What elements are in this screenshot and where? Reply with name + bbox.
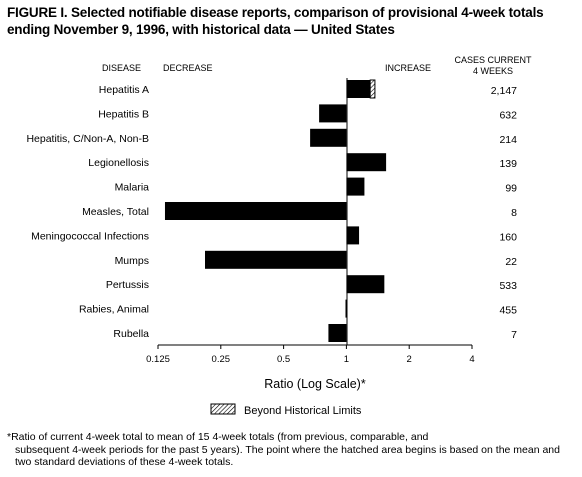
cases-value-pertussis: 533 [499, 280, 517, 292]
cases-value-malaria: 99 [505, 183, 517, 195]
header-cases-line2: 4 WEEKS [473, 66, 513, 76]
cases-value-measles-total: 8 [511, 207, 517, 219]
footnote: *Ratio of current 4-week total to mean o… [7, 431, 575, 469]
x-tick-label-1: 0.25 [212, 354, 231, 365]
header-decrease: DECREASE [163, 63, 213, 73]
bar-mumps [205, 250, 347, 269]
bar-meningococcal-infections [346, 226, 360, 245]
header-cases-line1: CASES CURRENT [454, 55, 532, 65]
category-label-legionellosis: Legionellosis [88, 157, 149, 169]
category-label-hepatitis-c-non-a-non-b: Hepatitis, C/Non-A, Non-B [26, 133, 149, 145]
x-tick-label-2: 0.5 [277, 354, 290, 365]
figure-title: FIGURE I. Selected notifiable disease re… [7, 5, 544, 37]
cases-value-hepatitis-c-non-a-non-b: 214 [499, 134, 517, 146]
category-label-meningococcal-infections: Meningococcal Infections [31, 230, 149, 242]
category-label-rubella: Rubella [113, 328, 149, 340]
x-tick-label-0: 0.125 [146, 354, 170, 365]
category-label-hepatitis-a: Hepatitis A [99, 84, 149, 96]
header-increase: INCREASE [385, 63, 431, 73]
bar-measles-total [164, 202, 347, 220]
x-axis-label: Ratio (Log Scale)* [264, 377, 366, 391]
legend-hatch-swatch [210, 403, 236, 415]
bar-hepatitis-a [346, 80, 371, 98]
footnote-rest: subsequent 4-week periods for the past 5… [15, 443, 560, 469]
category-label-hepatitis-b: Hepatitis B [98, 108, 149, 120]
cases-value-mumps: 22 [505, 256, 517, 268]
cases-value-legionellosis: 139 [499, 158, 517, 170]
ratio-bar-chart: DISEASE DECREASE INCREASE CASES CURRENT … [26, 55, 532, 417]
bar-malaria [346, 177, 365, 196]
bars-group [164, 79, 387, 342]
bar-hepatitis-c-non-a-non-b [310, 128, 347, 147]
bar-hatched-hepatitis-a [369, 79, 376, 99]
header-disease: DISEASE [102, 63, 141, 73]
cases-value-hepatitis-b: 632 [499, 109, 517, 121]
bar-hepatitis-b [319, 104, 347, 123]
bar-rabies-animal [345, 299, 347, 318]
category-labels: Hepatitis A Hepatitis B Hepatitis, C/Non-A… [26, 84, 149, 340]
footnote-line1: *Ratio of current 4-week total to mean o… [7, 431, 429, 443]
cases-value-rabies-animal: 455 [499, 305, 517, 317]
category-label-malaria: Malaria [115, 182, 150, 194]
bar-pertussis [346, 275, 385, 294]
x-tick-label-4: 2 [407, 354, 412, 365]
cases-value-rubella: 7 [511, 329, 517, 341]
case-values: 2,147 632 214 139 99 8 160 22 533 455 7 [491, 85, 517, 341]
legend-label: Beyond Historical Limits [244, 405, 362, 417]
cases-value-meningococcal-infections: 160 [499, 231, 517, 243]
category-label-pertussis: Pertussis [106, 279, 149, 291]
category-label-rabies-animal: Rabies, Animal [79, 304, 149, 316]
category-label-mumps: Mumps [115, 255, 149, 267]
bar-legionellosis [346, 153, 387, 172]
cases-value-hepatitis-a: 2,147 [491, 85, 517, 97]
x-axis-ticks: 0.125 0.25 0.5 1 2 4 [146, 345, 475, 365]
x-tick-label-5: 4 [469, 354, 474, 365]
x-tick-label-3: 1 [344, 354, 349, 365]
category-label-measles-total: Measles, Total [82, 206, 149, 218]
bar-rubella [328, 324, 347, 342]
